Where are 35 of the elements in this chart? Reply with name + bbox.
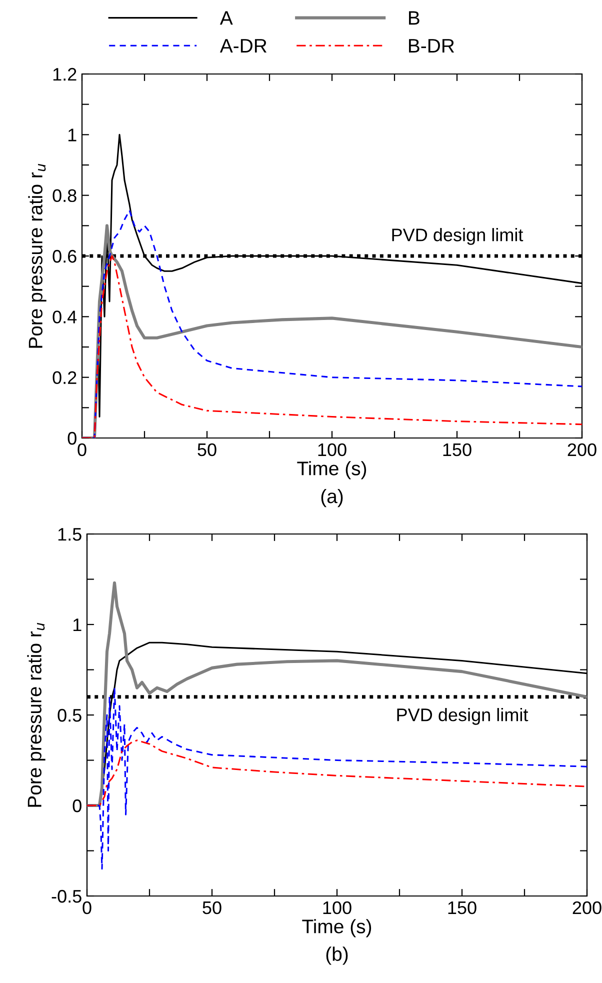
y-tick-label: 0.4 — [52, 310, 77, 324]
y-tick-label: 0 — [72, 799, 82, 812]
x-tick-label: 50 — [202, 901, 222, 914]
ref-line-label: PVD design limit — [397, 708, 528, 725]
x-axis-title: Time (s) — [302, 919, 372, 938]
y-tick-label: 1 — [68, 128, 76, 142]
legend-label: B — [409, 11, 420, 25]
x-axis-title: Time (s) — [297, 461, 366, 480]
x-tick-label: 100 — [318, 443, 346, 456]
ref-line-label: PVD design limit — [392, 228, 524, 245]
line-series — [87, 740, 587, 806]
x-tick-label: 150 — [448, 901, 476, 914]
x-tick-label: 100 — [323, 901, 352, 914]
y-tick-label: 0.2 — [52, 371, 76, 384]
x-tick-label: 200 — [572, 901, 602, 914]
y-axis-title: Pore pressure ratio r$_{u}$ — [27, 622, 46, 807]
x-tick-label: 0 — [82, 901, 92, 914]
x-tick-label: 150 — [443, 443, 472, 456]
text: (b) — [326, 946, 348, 965]
y-axis-title: Pore pressure ratio r$_{u}$ — [28, 164, 46, 348]
legend-label: A — [220, 11, 233, 25]
y-tick-label: 0.5 — [58, 708, 82, 722]
line-series — [87, 581, 587, 808]
y-tick-label: 1 — [73, 618, 82, 632]
y-tick-label: 0.6 — [52, 250, 76, 263]
y-tick-label: 0 — [68, 432, 76, 445]
x-tick-label: 50 — [198, 443, 216, 456]
text: (a) — [321, 488, 343, 508]
legend-label: A-DR — [220, 39, 267, 52]
y-tick-label: 1.2 — [53, 68, 76, 81]
y-tick-label: 0.8 — [52, 189, 76, 202]
legend-label: B-DR — [409, 39, 454, 52]
y-tick-label: -0.5 — [52, 890, 82, 903]
x-tick-label: 200 — [568, 443, 596, 456]
y-tick-label: 1.5 — [58, 528, 82, 541]
